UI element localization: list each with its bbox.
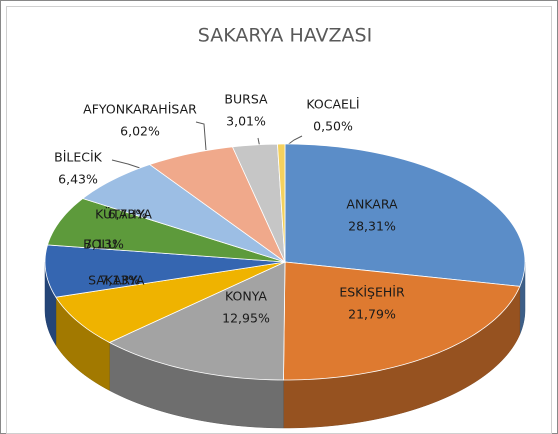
leader-line	[195, 121, 207, 151]
data-label-name: KOCAELİ	[306, 97, 359, 112]
data-label-value: 21,79%	[348, 307, 396, 322]
slice	[283, 261, 521, 381]
data-label-value: 28,31%	[348, 219, 396, 234]
slice	[277, 143, 286, 263]
slice	[81, 164, 286, 263]
data-label-name: ESKİŞEHİR	[339, 285, 405, 300]
data-label-name: ANKARA	[346, 197, 398, 212]
data-label-value: 6,02%	[120, 124, 160, 139]
data-label-value: 3,01%	[226, 114, 266, 129]
data-label-value: 0,50%	[313, 119, 353, 134]
data-label-value: 12,95%	[222, 311, 270, 326]
slice	[284, 143, 526, 287]
leader-line	[111, 159, 141, 169]
data-label-name: BİLECİK	[54, 150, 103, 165]
slice	[46, 198, 286, 263]
slice	[55, 261, 286, 343]
slice	[231, 143, 286, 263]
data-label-name: KÜTAHYA	[95, 206, 152, 222]
chart-title: SAKARYA HAVZASI	[198, 25, 372, 47]
data-label-value: 6,73%	[108, 207, 148, 222]
data-label-name: KONYA	[225, 289, 267, 304]
slice	[108, 261, 286, 381]
data-label-name: BURSA	[224, 92, 268, 107]
slice	[148, 146, 286, 264]
data-label-name: AFYONKARAHİSAR	[83, 102, 197, 117]
data-label-name: SAKARYA	[88, 273, 145, 288]
data-label-value: 6,43%	[58, 172, 98, 187]
data-label-value: 7,13%	[84, 237, 124, 252]
data-label-value: 7,13%	[100, 273, 140, 288]
data-label-name: BOLU	[83, 237, 117, 252]
